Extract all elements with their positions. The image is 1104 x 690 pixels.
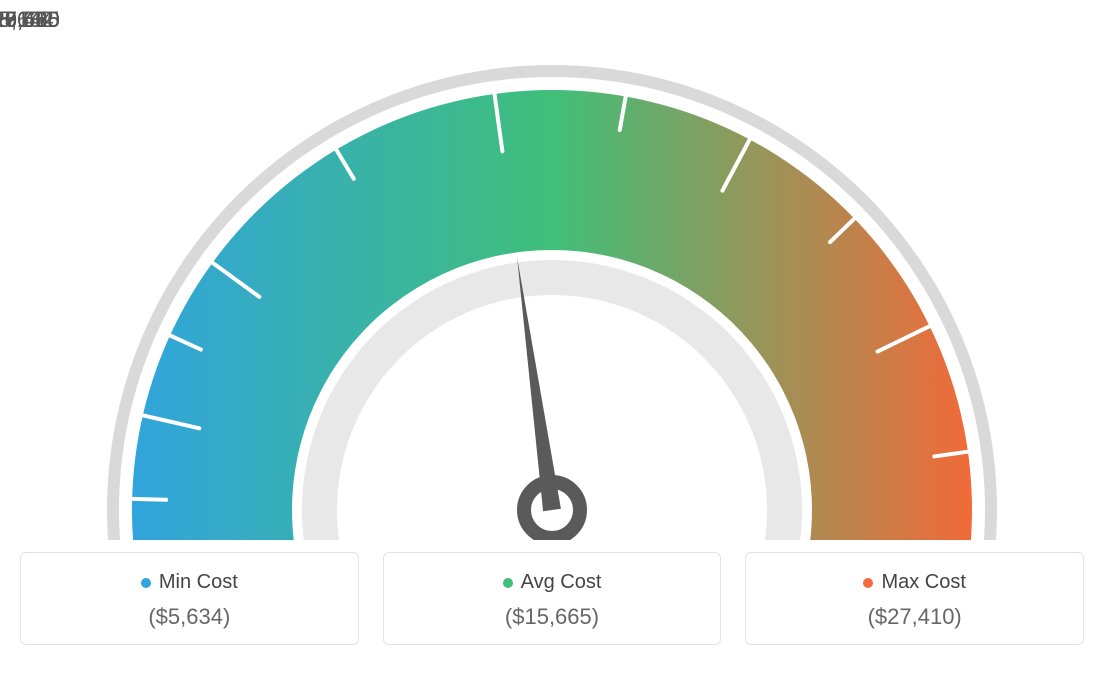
avg-cost-title: Avg Cost	[394, 571, 711, 594]
dot-icon	[503, 578, 513, 588]
max-cost-title: Max Cost	[756, 571, 1073, 594]
dot-icon	[863, 578, 873, 588]
gauge-tick-label: $27,410	[0, 7, 60, 33]
max-cost-label: Max Cost	[881, 571, 965, 593]
gauge-chart: $5,634$8,142$10,650$15,665$19,580$23,495…	[20, 20, 1084, 540]
min-cost-value: ($5,634)	[31, 604, 348, 630]
avg-cost-label: Avg Cost	[521, 571, 602, 593]
avg-cost-card: Avg Cost ($15,665)	[383, 552, 722, 645]
dot-icon	[141, 578, 151, 588]
min-cost-card: Min Cost ($5,634)	[20, 552, 359, 645]
min-cost-title: Min Cost	[31, 571, 348, 594]
min-cost-label: Min Cost	[159, 571, 238, 593]
summary-cards: Min Cost ($5,634) Avg Cost ($15,665) Max…	[20, 552, 1084, 645]
max-cost-value: ($27,410)	[756, 604, 1073, 630]
max-cost-card: Max Cost ($27,410)	[745, 552, 1084, 645]
gauge-svg	[20, 20, 1084, 540]
avg-cost-value: ($15,665)	[394, 604, 711, 630]
